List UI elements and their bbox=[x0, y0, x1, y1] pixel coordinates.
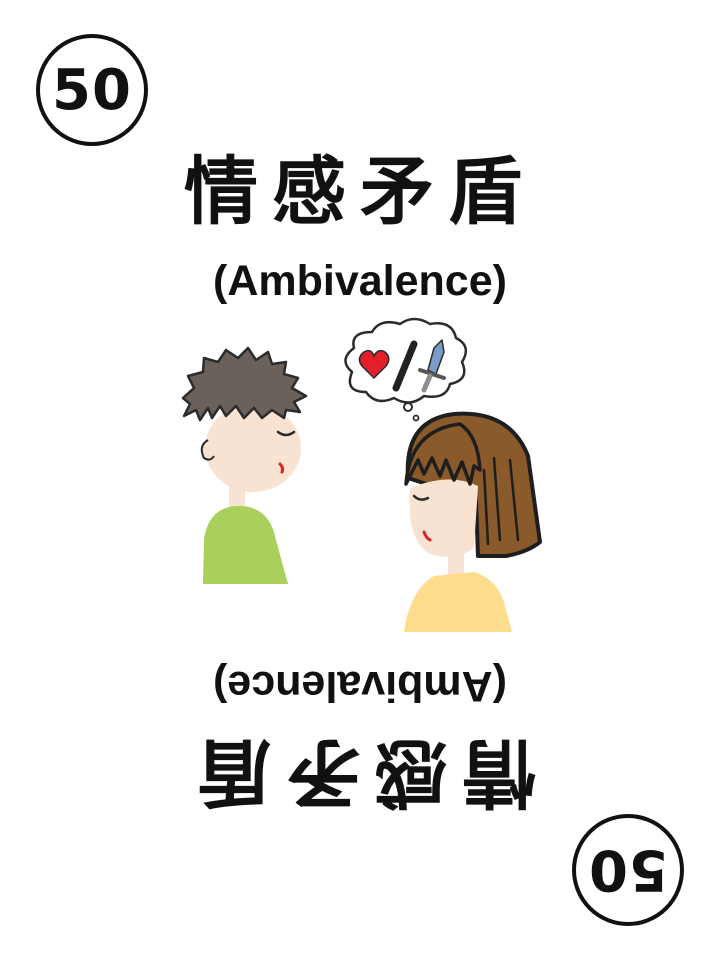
boy-ear bbox=[200, 439, 215, 461]
girl-neck bbox=[448, 552, 464, 580]
card-number-inverted: 50 bbox=[588, 837, 668, 903]
card-number: 50 bbox=[52, 57, 132, 123]
card-title-english: (Ambivalence) bbox=[213, 257, 507, 305]
boy-mouth bbox=[278, 462, 285, 474]
girl-eye bbox=[412, 494, 430, 501]
boy-hair bbox=[181, 346, 308, 422]
boy-eye bbox=[276, 430, 296, 437]
thought-dot bbox=[412, 414, 420, 422]
girl-hair-strands bbox=[482, 456, 520, 546]
card-number-badge-inverted: 50 bbox=[572, 814, 684, 926]
girl-bangs bbox=[404, 422, 482, 486]
heart-icon bbox=[358, 349, 390, 380]
card-title-chinese-inverted: 情感矛盾 bbox=[184, 729, 536, 815]
boy-shirt bbox=[203, 506, 288, 584]
thought-bubble bbox=[344, 317, 468, 422]
girl-shirt bbox=[404, 572, 512, 632]
girl-figure bbox=[404, 411, 542, 632]
sword-icon bbox=[418, 339, 446, 393]
boy-figure bbox=[181, 346, 308, 584]
girl-mouth bbox=[422, 530, 432, 542]
card-number-badge: 50 bbox=[36, 34, 148, 146]
card-title-chinese: 情感矛盾 bbox=[184, 149, 536, 235]
card-title-english-inverted: (Ambivalence) bbox=[213, 662, 507, 710]
boy-head bbox=[205, 404, 301, 492]
slash-icon bbox=[392, 340, 418, 392]
girl-face bbox=[409, 479, 478, 557]
thought-dot bbox=[403, 402, 413, 412]
